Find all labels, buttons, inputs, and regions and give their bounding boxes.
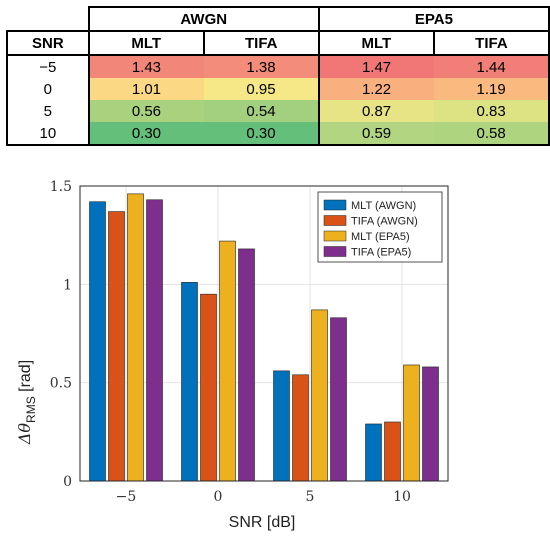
bar bbox=[127, 193, 144, 482]
x-tick-label: 10 bbox=[393, 489, 411, 505]
legend-label: TIFA (AWGN) bbox=[351, 216, 418, 228]
x-tick-label: −5 bbox=[116, 489, 137, 505]
legend-label: MLT (EPA5) bbox=[351, 231, 410, 243]
legend-swatch bbox=[323, 215, 347, 226]
snr-cell: 0 bbox=[6, 78, 90, 100]
plot-frame bbox=[79, 185, 449, 482]
value-cell: 0.54 bbox=[203, 100, 320, 122]
bar bbox=[365, 423, 382, 482]
group-header-row: AWGN EPA5 bbox=[7, 6, 550, 32]
y-axis-label-unit-text: [rad] bbox=[17, 360, 34, 392]
value-cell: 1.22 bbox=[318, 78, 434, 100]
value-cell: 1.44 bbox=[433, 55, 550, 78]
value-cell: 0.56 bbox=[88, 100, 204, 122]
bar bbox=[108, 211, 125, 482]
results-table: AWGN EPA5 SNR MLT TIFA MLT TIFA −5 1.43 … bbox=[6, 6, 550, 146]
snr-cell: 5 bbox=[6, 100, 90, 122]
value-cell: 0.95 bbox=[203, 78, 320, 100]
legend-label: TIFA (EPA5) bbox=[351, 247, 411, 259]
legend-label: MLT (AWGN) bbox=[351, 200, 416, 212]
bar bbox=[181, 282, 198, 482]
col-header-mlt-awgn: MLT bbox=[87, 30, 205, 56]
bar bbox=[403, 364, 420, 482]
y-tick-label: 0 bbox=[63, 474, 72, 490]
legend-swatch bbox=[323, 246, 347, 257]
y-tick-label: 1.5 bbox=[50, 179, 72, 195]
legend: MLT (AWGN) TIFA (AWGN) MLT (EPA5) TIFA (EPA… bbox=[317, 191, 443, 263]
table-row: 0 1.01 0.95 1.22 1.19 bbox=[6, 78, 550, 100]
table-row: −5 1.43 1.38 1.47 1.44 bbox=[6, 55, 550, 78]
y-axis-label-sub: RMS bbox=[24, 396, 38, 423]
col-header-mlt-epa5: MLT bbox=[317, 30, 435, 56]
bar bbox=[219, 240, 236, 482]
x-tick-label: 5 bbox=[306, 489, 315, 505]
value-cell: 0.58 bbox=[433, 122, 550, 146]
value-cell: 0.83 bbox=[433, 100, 550, 122]
value-cell: 0.30 bbox=[203, 122, 320, 146]
value-cell: 0.87 bbox=[318, 100, 434, 122]
bar bbox=[422, 366, 439, 482]
y-axis-label-main: Δθ bbox=[15, 423, 34, 446]
results-table-container: AWGN EPA5 SNR MLT TIFA MLT TIFA −5 1.43 … bbox=[6, 6, 550, 146]
bar bbox=[330, 317, 347, 482]
axes: 0 0.5 1 1.5 −5 0 5 10 bbox=[50, 179, 449, 505]
bar bbox=[311, 309, 328, 482]
group-header-awgn: AWGN bbox=[87, 6, 320, 32]
value-cell: 1.01 bbox=[88, 78, 204, 100]
value-cell: 0.59 bbox=[318, 122, 434, 146]
table-row: 10 0.30 0.30 0.59 0.58 bbox=[6, 122, 550, 146]
value-cell: 1.47 bbox=[318, 55, 434, 78]
snr-header: SNR bbox=[6, 30, 90, 56]
x-tick-label: 0 bbox=[214, 489, 223, 505]
bar bbox=[273, 370, 290, 482]
col-header-tifa-awgn: TIFA bbox=[202, 30, 320, 56]
bar bbox=[89, 201, 106, 482]
value-cell: 1.43 bbox=[88, 55, 204, 78]
value-cell: 1.19 bbox=[433, 78, 550, 100]
bar bbox=[384, 421, 401, 482]
y-tick-label: 1 bbox=[63, 277, 72, 293]
bar-chart: 00.511.5−5 0 5 10 MLT (AWGN)TIFA (AWGN)MLT … bbox=[15, 179, 449, 531]
bar bbox=[200, 293, 217, 482]
bar bbox=[238, 248, 255, 482]
value-cell: 0.30 bbox=[88, 122, 204, 146]
table-body: −5 1.43 1.38 1.47 1.44 0 1.01 0.95 1.22 … bbox=[6, 55, 550, 146]
bar bbox=[292, 374, 309, 482]
table-row: 5 0.56 0.54 0.87 0.83 bbox=[6, 100, 550, 122]
snr-cell: −5 bbox=[6, 55, 90, 78]
legend-swatch bbox=[323, 230, 347, 242]
y-axis-label: ΔθRMS [rad] bbox=[15, 360, 38, 445]
column-header-row: SNR MLT TIFA MLT TIFA bbox=[6, 30, 550, 56]
value-cell: 1.38 bbox=[203, 55, 320, 78]
snr-cell: 10 bbox=[6, 122, 90, 146]
y-tick-label: 0.5 bbox=[50, 376, 72, 392]
corner-cell bbox=[7, 7, 89, 31]
x-axis-label: SNR [dB] bbox=[229, 514, 296, 531]
legend-swatch bbox=[323, 199, 347, 211]
group-header-epa5: EPA5 bbox=[317, 6, 550, 32]
col-header-tifa-epa5: TIFA bbox=[432, 30, 550, 56]
bar bbox=[146, 199, 163, 482]
